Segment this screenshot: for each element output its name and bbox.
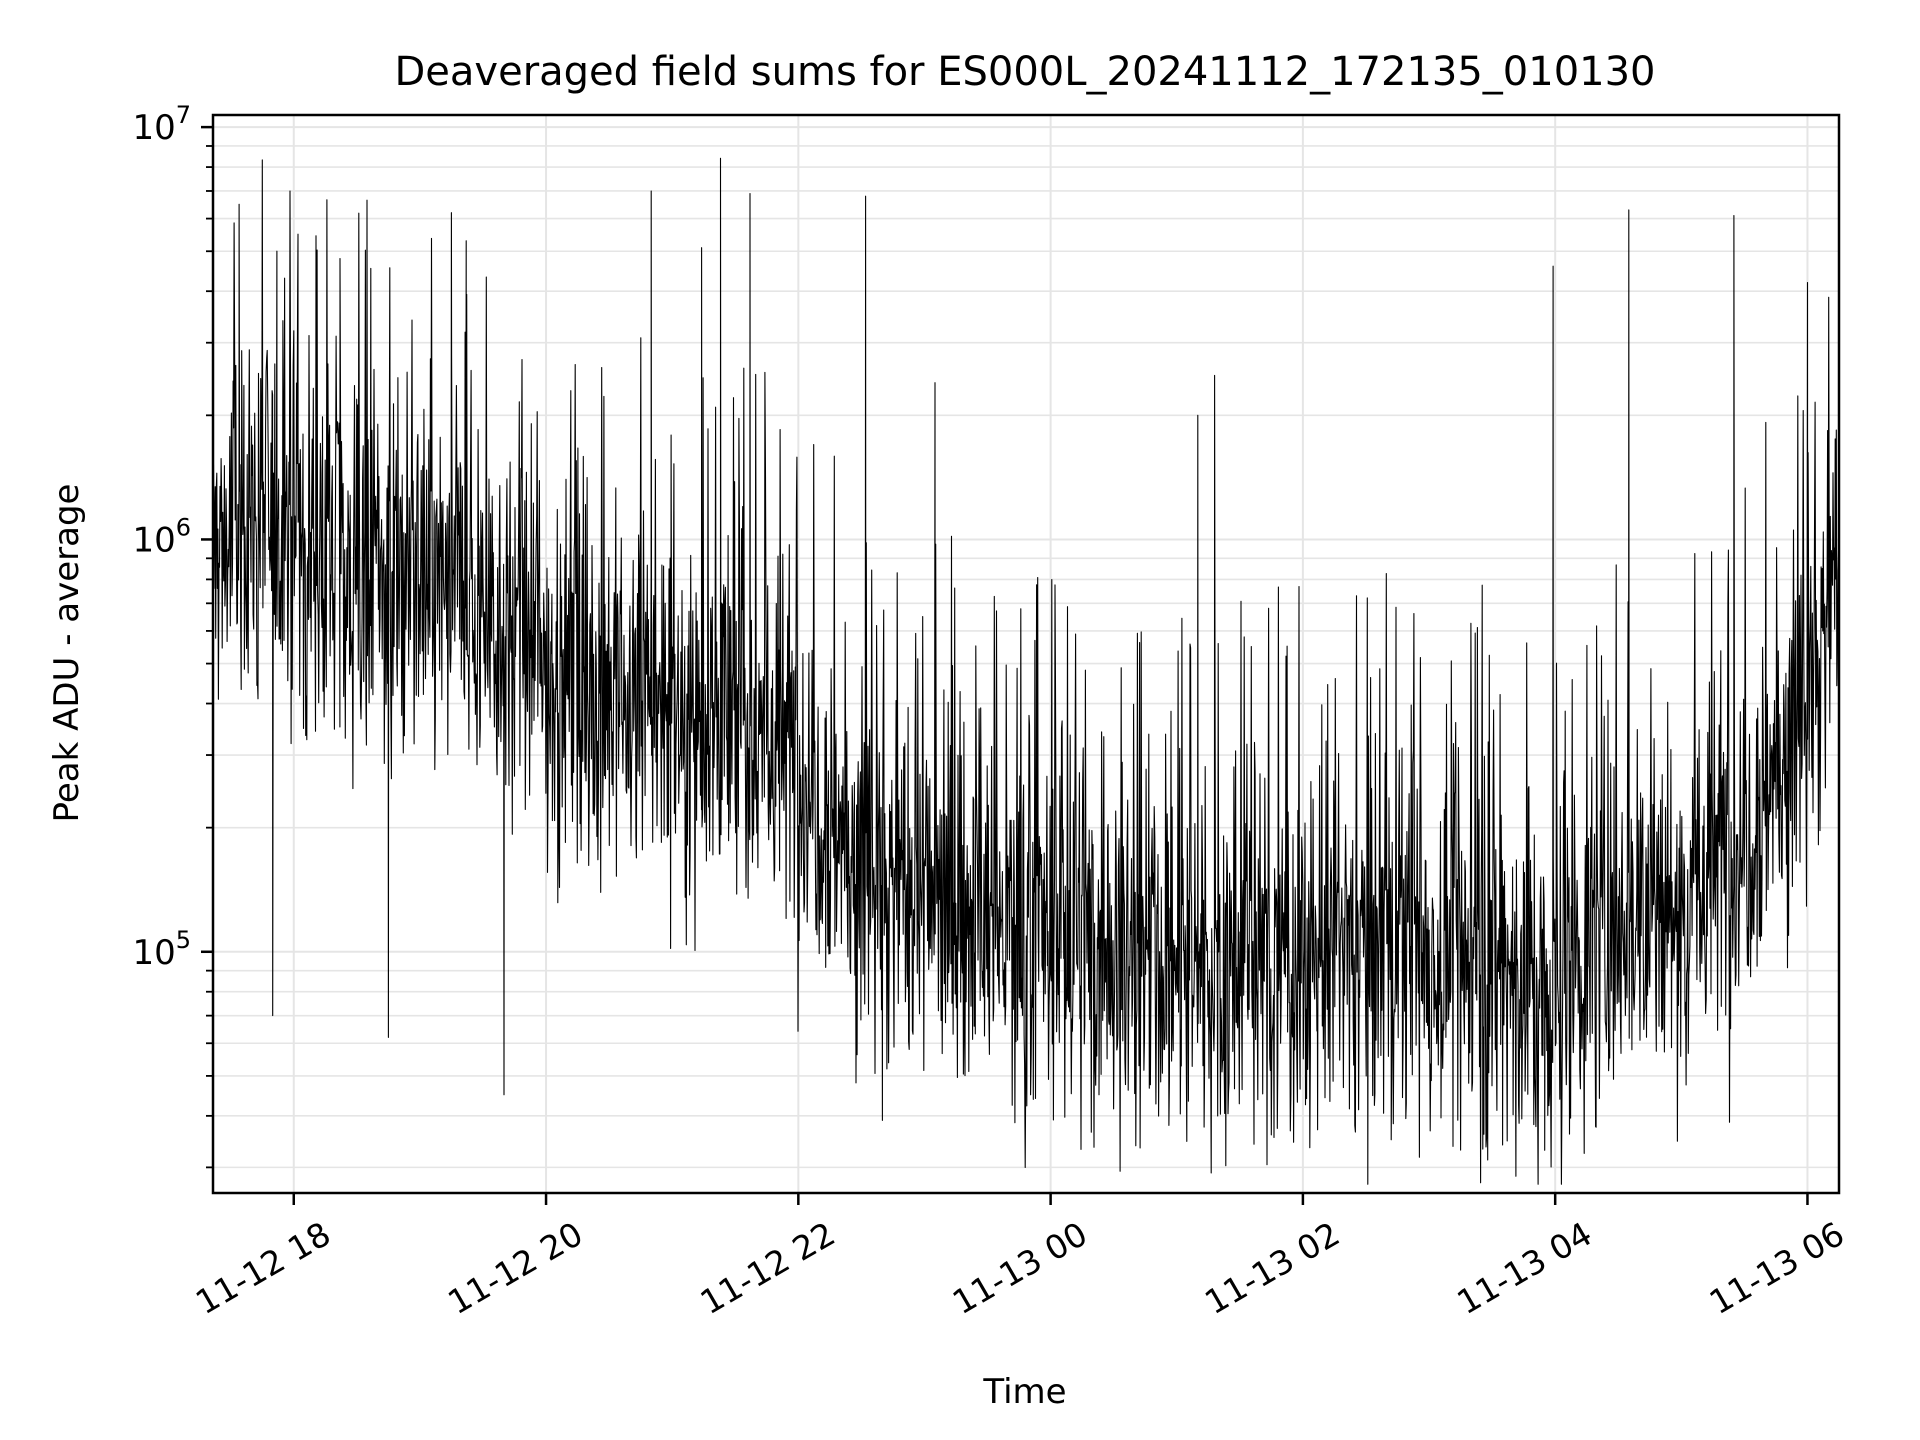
y-tick-base: 10 bbox=[132, 520, 175, 560]
y-tick-exponent: 6 bbox=[176, 513, 191, 541]
x-axis-label: Time bbox=[982, 1372, 1066, 1412]
gridlines bbox=[213, 115, 1839, 1193]
chart-title: Deaveraged field sums for ES000L_2024111… bbox=[395, 49, 1656, 95]
data-series bbox=[212, 157, 1840, 1185]
y-tick-label: 106 bbox=[132, 513, 191, 560]
y-tick-base: 10 bbox=[132, 933, 175, 973]
y-tick-exponent: 7 bbox=[176, 101, 191, 129]
plot-frame bbox=[211, 113, 1841, 1195]
y-tick-base: 10 bbox=[132, 108, 175, 148]
y-tick-label: 105 bbox=[132, 926, 191, 973]
y-tick-exponent: 5 bbox=[176, 926, 191, 954]
y-axis-label: Peak ADU - average bbox=[47, 484, 87, 823]
y-tick-label: 107 bbox=[132, 101, 191, 148]
series-line bbox=[212, 157, 1840, 1185]
